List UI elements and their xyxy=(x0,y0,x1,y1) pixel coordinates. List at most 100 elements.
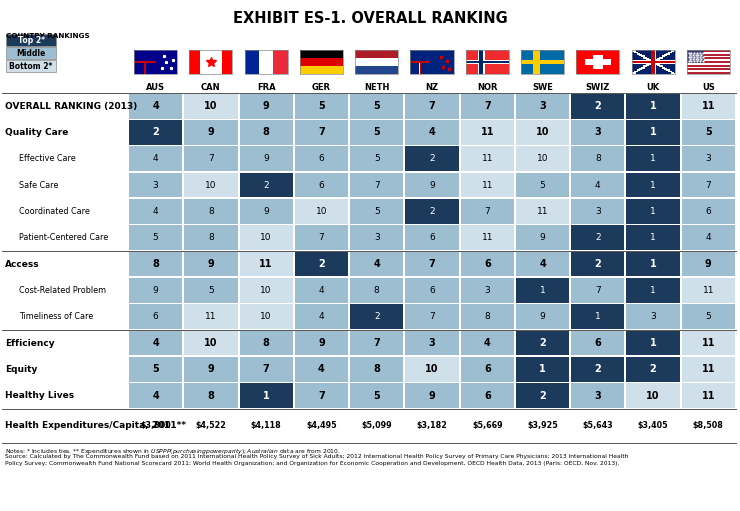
Bar xyxy=(406,305,459,329)
Text: 9: 9 xyxy=(207,127,215,137)
Bar xyxy=(687,68,730,71)
Text: 8: 8 xyxy=(208,233,214,242)
Text: 2: 2 xyxy=(539,390,546,401)
Bar xyxy=(129,357,182,382)
Text: Equity: Equity xyxy=(5,365,38,374)
Bar xyxy=(627,331,680,355)
Bar xyxy=(627,173,680,197)
Text: 6: 6 xyxy=(484,259,491,269)
Text: 7: 7 xyxy=(484,101,491,111)
Bar xyxy=(653,62,656,63)
Bar xyxy=(631,60,675,64)
Text: CAN: CAN xyxy=(201,83,221,92)
Text: 5: 5 xyxy=(705,312,711,321)
Bar xyxy=(406,331,459,355)
Text: Notes: * Includes ties. ** Expenditures shown in $US PPP (purchasing power parit: Notes: * Includes ties. ** Expenditures … xyxy=(5,447,341,456)
Bar xyxy=(687,66,730,68)
Bar xyxy=(406,147,459,171)
Bar xyxy=(521,50,564,74)
Bar xyxy=(687,50,704,63)
Bar xyxy=(655,63,658,65)
Bar xyxy=(406,383,459,408)
Text: 5: 5 xyxy=(705,127,712,137)
Text: 4: 4 xyxy=(374,259,380,269)
Bar xyxy=(460,120,514,145)
Bar xyxy=(687,72,730,74)
Bar xyxy=(516,94,569,119)
Text: 5: 5 xyxy=(152,233,158,242)
Bar xyxy=(355,50,398,74)
Bar xyxy=(593,55,603,69)
Text: 8: 8 xyxy=(373,364,380,375)
Text: NOR: NOR xyxy=(477,83,497,92)
Text: 11: 11 xyxy=(702,338,715,348)
Text: 3: 3 xyxy=(705,154,711,164)
Text: NETH: NETH xyxy=(364,83,389,92)
Text: 11: 11 xyxy=(536,207,548,216)
Bar xyxy=(245,50,288,74)
Bar xyxy=(144,62,147,74)
Text: 7: 7 xyxy=(705,180,711,190)
Bar xyxy=(240,94,293,119)
Bar xyxy=(631,61,675,63)
Bar xyxy=(687,52,730,54)
Text: $5,099: $5,099 xyxy=(361,422,392,430)
Bar xyxy=(300,50,343,74)
Bar xyxy=(687,61,730,63)
Bar xyxy=(643,57,647,59)
Text: 4: 4 xyxy=(484,338,491,348)
Bar xyxy=(144,62,146,74)
Text: 8: 8 xyxy=(263,338,269,348)
Text: 8: 8 xyxy=(595,154,601,164)
Bar xyxy=(406,225,459,250)
Text: 10: 10 xyxy=(536,154,548,164)
Bar xyxy=(659,57,663,59)
Bar xyxy=(571,94,625,119)
Bar xyxy=(657,64,661,66)
Text: 7: 7 xyxy=(374,180,380,190)
Text: 6: 6 xyxy=(484,364,491,375)
Bar xyxy=(295,120,348,145)
Text: 9: 9 xyxy=(207,259,215,269)
Text: 1: 1 xyxy=(650,154,656,164)
Bar xyxy=(295,331,348,355)
Text: 9: 9 xyxy=(539,233,545,242)
Bar xyxy=(682,252,735,276)
Text: Patient-Centered Care: Patient-Centered Care xyxy=(19,233,108,242)
Text: 9: 9 xyxy=(152,286,158,295)
Bar xyxy=(406,173,459,197)
Bar xyxy=(673,73,676,75)
Text: Effective Care: Effective Care xyxy=(19,154,75,164)
Text: 8: 8 xyxy=(207,390,215,401)
Text: $5,669: $5,669 xyxy=(472,422,502,430)
Text: 10: 10 xyxy=(425,364,439,375)
Text: 7: 7 xyxy=(318,127,325,137)
Bar xyxy=(184,278,238,303)
Bar xyxy=(571,120,625,145)
Bar xyxy=(240,147,293,171)
Text: 10: 10 xyxy=(646,390,660,401)
Text: Quality Care: Quality Care xyxy=(5,128,68,137)
Text: $4,118: $4,118 xyxy=(251,422,281,430)
Bar xyxy=(129,147,182,171)
Bar xyxy=(571,383,625,408)
Bar xyxy=(516,410,569,442)
Text: Source: Calculated by The Commonwealth Fund based on 2011 International Health P: Source: Calculated by The Commonwealth F… xyxy=(5,454,628,459)
Text: 3: 3 xyxy=(428,338,435,348)
Bar xyxy=(460,305,514,329)
Bar xyxy=(129,383,182,408)
Text: 11: 11 xyxy=(702,390,715,401)
Bar xyxy=(571,331,625,355)
Text: 1: 1 xyxy=(650,259,656,269)
Bar xyxy=(465,50,509,74)
Text: 11: 11 xyxy=(480,127,494,137)
Bar xyxy=(350,173,403,197)
Bar xyxy=(460,225,514,250)
Bar xyxy=(627,147,680,171)
Bar xyxy=(295,199,348,224)
Text: 4: 4 xyxy=(319,286,324,295)
Bar xyxy=(350,331,403,355)
Bar xyxy=(627,120,680,145)
Bar xyxy=(129,410,182,442)
Bar xyxy=(460,383,514,408)
